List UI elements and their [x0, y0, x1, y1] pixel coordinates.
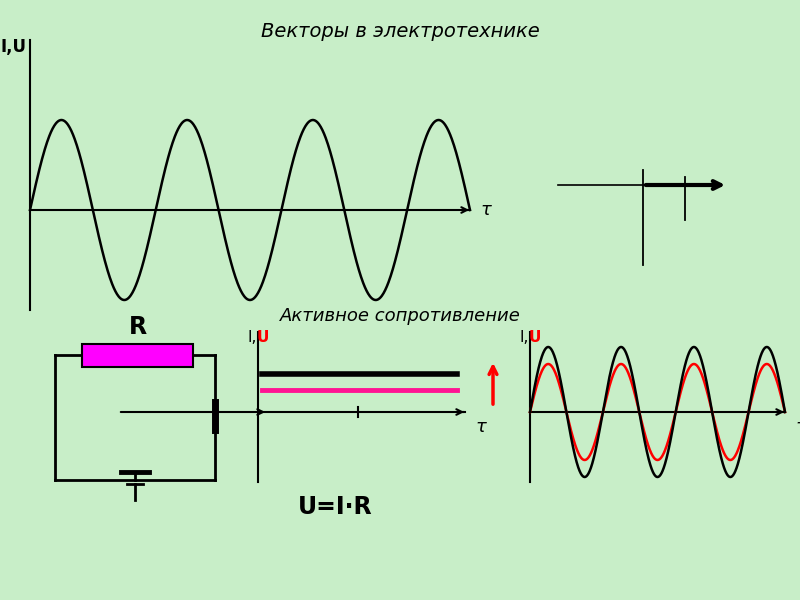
Text: I,U: I,U: [0, 38, 26, 56]
Text: τ: τ: [795, 418, 800, 436]
Text: U=I·R: U=I·R: [298, 495, 372, 519]
Text: U: U: [257, 330, 269, 345]
Text: U: U: [529, 330, 541, 345]
Bar: [82, 343, 193, 367]
Text: I,: I,: [248, 330, 257, 345]
Text: τ: τ: [475, 418, 486, 436]
Text: R: R: [129, 316, 146, 340]
Text: τ: τ: [480, 201, 491, 219]
Text: Активное сопротивление: Активное сопротивление: [279, 307, 521, 325]
Text: Векторы в электротехнике: Векторы в электротехнике: [261, 22, 539, 41]
Text: I,: I,: [520, 330, 529, 345]
